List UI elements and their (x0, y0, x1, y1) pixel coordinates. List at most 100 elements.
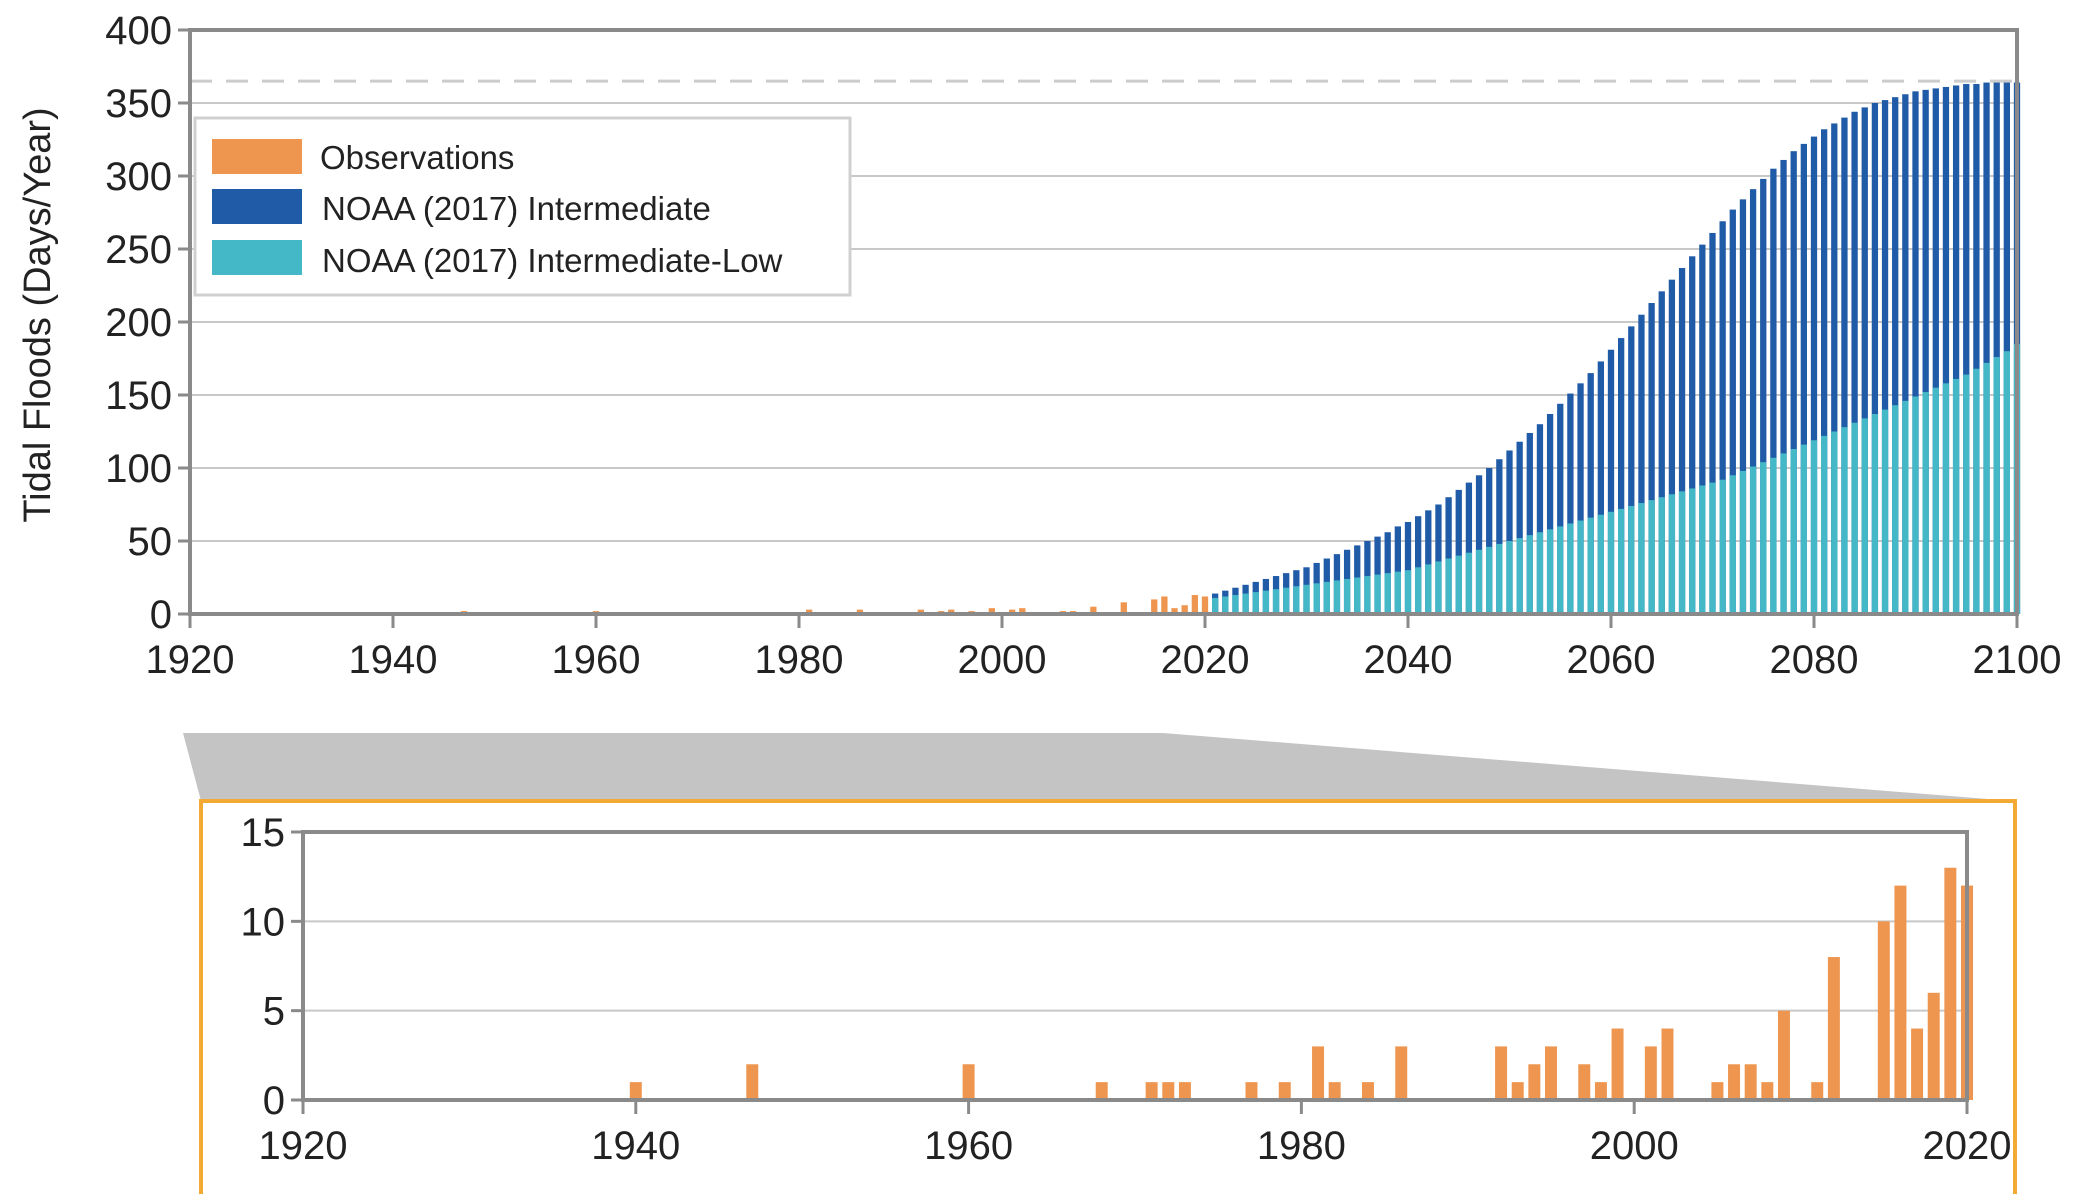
bar-noaa-2017-intermediate-low-2090 (1912, 396, 1919, 614)
bar-noaa-2017-intermediate-low-2043 (1435, 561, 1442, 614)
y-tick-label-15: 15 (241, 811, 286, 855)
bar-observations-2019 (1944, 867, 1957, 1100)
bar-noaa-2017-intermediate-low-2035 (1354, 577, 1361, 614)
bar-observations-1971 (1145, 1082, 1158, 1100)
x-tick-label-1920: 1920 (146, 638, 235, 682)
bar-observations-1999 (988, 608, 995, 614)
bar-observations-1940 (629, 1082, 642, 1100)
bar-noaa-2017-intermediate-2091 (1922, 89, 1929, 615)
bar-noaa-2017-intermediate-2074 (1749, 189, 1757, 614)
bar-noaa-2017-intermediate-low-2099 (2003, 351, 2010, 614)
bar-observations-1979 (1278, 1082, 1291, 1100)
bar-noaa-2017-intermediate-low-2036 (1364, 576, 1371, 614)
bar-noaa-2017-intermediate-2058 (1587, 373, 1594, 614)
y-tick-label-400: 400 (105, 9, 172, 53)
y-tick-label-0: 0 (263, 1079, 285, 1123)
bar-observations-2015 (1151, 599, 1158, 614)
bar-observations-1997 (1578, 1064, 1591, 1100)
bar-noaa-2017-intermediate-2049 (1496, 459, 1503, 614)
bar-observations-2008 (1761, 1082, 1774, 1100)
bar-noaa-2017-intermediate-low-2025 (1252, 592, 1259, 614)
legend-label-intermediate: NOAA (2017) Intermediate (322, 190, 711, 227)
x-tick-label-2000: 2000 (1590, 1124, 1679, 1168)
bar-noaa-2017-intermediate-low-2034 (1343, 578, 1351, 614)
bar-noaa-2017-intermediate-low-2063 (1638, 503, 1645, 614)
x-tick-label-2020: 2020 (1161, 638, 1250, 682)
bar-noaa-2017-intermediate-2097 (1983, 82, 1990, 614)
bar-noaa-2017-intermediate-low-2027 (1272, 589, 1280, 614)
bar-noaa-2017-intermediate-low-2028 (1283, 587, 1290, 614)
inset-panel (199, 799, 2017, 1199)
bar-noaa-2017-intermediate-low-2022 (1222, 596, 1229, 614)
legend-swatch-intermediate-low (212, 240, 302, 275)
x-tick-label-1960: 1960 (552, 638, 641, 682)
bar-noaa-2017-intermediate-2093 (1942, 86, 1950, 614)
bar-observations-2006 (1728, 1064, 1741, 1100)
bar-observations-2012 (1120, 602, 1127, 614)
bar-noaa-2017-intermediate-2087 (1881, 100, 1889, 614)
bar-noaa-2017-intermediate-low-2029 (1293, 586, 1300, 614)
bar-noaa-2017-intermediate-2076 (1770, 168, 1777, 614)
bar-noaa-2017-intermediate-2090 (1912, 91, 1919, 614)
bar-observations-1947 (746, 1064, 759, 1100)
bar-observations-1977 (1245, 1082, 1258, 1100)
x-tick-label-2100: 2100 (1973, 638, 2062, 682)
inset-bars (629, 867, 1973, 1100)
bar-noaa-2017-intermediate-2055 (1557, 403, 1564, 614)
bar-observations-1995 (948, 609, 955, 614)
main-chart: 1920 1940 1960 1980 2000 2020 2040 2060 2080 2100… (17, 9, 2061, 682)
bar-noaa-2017-intermediate-low-2061 (1618, 508, 1625, 614)
legend-label-observations: Observations (320, 139, 514, 176)
main-bars (389, 82, 2021, 615)
bar-noaa-2017-intermediate-2039 (1394, 526, 1401, 614)
bar-noaa-2017-intermediate-low-2040 (1404, 570, 1412, 614)
bar-observations-2018 (1927, 992, 1940, 1100)
bar-noaa-2017-intermediate-low-2086 (1871, 413, 1879, 614)
bar-noaa-2017-intermediate-low-2095 (1963, 374, 1970, 614)
bar-noaa-2017-intermediate-low-2055 (1557, 526, 1564, 614)
bar-noaa-2017-intermediate-2045 (1455, 489, 1462, 614)
bar-noaa-2017-intermediate-2064 (1648, 303, 1655, 614)
bar-observations-2020 (1201, 596, 1209, 614)
bar-observations-2007 (1744, 1064, 1757, 1100)
bar-observations-2019 (1191, 595, 1198, 614)
bar-noaa-2017-intermediate-2063 (1638, 314, 1645, 614)
bar-noaa-2017-intermediate-2084 (1851, 111, 1858, 614)
bar-noaa-2017-intermediate-2092 (1932, 88, 1939, 614)
bar-observations-2017 (1911, 1028, 1924, 1100)
bar-noaa-2017-intermediate-low-2084 (1851, 422, 1858, 614)
bar-noaa-2017-intermediate-low-2050 (1506, 541, 1513, 614)
y-tick-label-150: 150 (105, 374, 172, 418)
bar-observations-2009 (1777, 1010, 1790, 1100)
bar-noaa-2017-intermediate-2061 (1618, 338, 1625, 614)
bar-observations-2009 (1090, 606, 1097, 614)
bar-noaa-2017-intermediate-low-2026 (1262, 590, 1270, 614)
bar-noaa-2017-intermediate-2085 (1861, 107, 1868, 614)
bar-observations-2011 (1811, 1082, 1824, 1100)
bar-noaa-2017-intermediate-2078 (1790, 151, 1797, 614)
x-tick-label-2080: 2080 (1770, 638, 1859, 682)
bar-noaa-2017-intermediate-2066 (1668, 279, 1676, 614)
bar-noaa-2017-intermediate-low-2069 (1699, 485, 1706, 614)
x-tick-label-1940: 1940 (591, 1124, 680, 1168)
inset-x-axis: 1920 1940 1960 1980 2000 2020 (259, 1100, 2011, 1168)
bar-noaa-2017-intermediate-low-2023 (1232, 595, 1239, 614)
bar-noaa-2017-intermediate-low-2047 (1475, 549, 1483, 614)
bar-noaa-2017-intermediate-2077 (1780, 159, 1787, 614)
y-tick-label-300: 300 (105, 155, 172, 199)
bar-observations-1986 (856, 609, 864, 614)
bar-noaa-2017-intermediate-2094 (1952, 85, 1960, 615)
y-tick-label-50: 50 (128, 520, 173, 564)
bar-observations-1973 (1178, 1082, 1191, 1100)
y-tick-label-350: 350 (105, 82, 172, 126)
bar-noaa-2017-intermediate-2054 (1546, 413, 1554, 614)
bar-observations-1981 (1312, 1046, 1325, 1100)
y-tick-label-200: 200 (105, 301, 172, 345)
bar-noaa-2017-intermediate-low-2089 (1902, 400, 1909, 614)
x-tick-label-2060: 2060 (1567, 638, 1656, 682)
bar-noaa-2017-intermediate-2089 (1902, 94, 1909, 615)
main-x-axis: 1920 1940 1960 1980 2000 2020 2040 2060 2080 2100 (146, 614, 2062, 682)
bar-noaa-2017-intermediate-low-2077 (1780, 453, 1787, 614)
